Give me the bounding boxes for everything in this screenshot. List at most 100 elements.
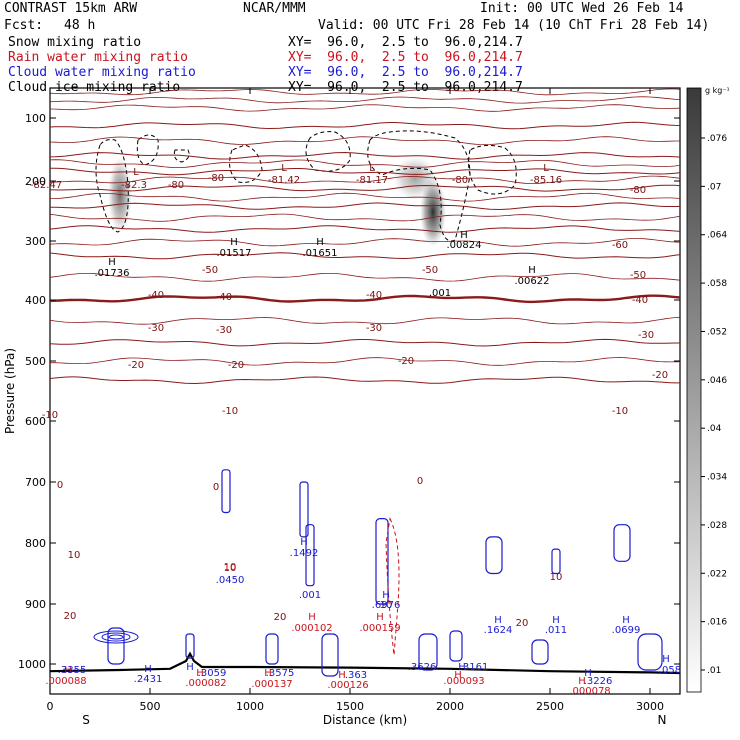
contour-label: 20 <box>64 611 77 622</box>
field-name-rain: Rain water mixing ratio <box>8 50 189 65</box>
contour-label: -20 <box>398 356 414 367</box>
cloud-water-contour <box>108 634 124 640</box>
contour-label: .363 <box>345 670 367 681</box>
contour-label: -85.16 <box>530 175 562 186</box>
isotherm-line <box>49 294 681 304</box>
colorbar-tick-label: .064 <box>707 231 727 241</box>
contour-label: -40 <box>366 290 382 301</box>
cloud-water-contour <box>101 632 131 642</box>
contour-label: 10 <box>224 563 237 574</box>
model-title: CONTRAST 15km ARW <box>4 1 138 16</box>
contour-label: H <box>454 670 462 681</box>
contour-label: L <box>369 163 375 174</box>
forecast-label: Fcst: <box>4 18 44 33</box>
north-label: N <box>658 713 667 727</box>
contour-label: H <box>376 612 384 623</box>
contour-label: .3059 <box>198 668 227 679</box>
contour-label: -82.3 <box>121 180 147 191</box>
contour-label: .00824 <box>447 240 482 251</box>
plot-frame <box>49 87 681 695</box>
contour-label: .01651 <box>303 248 338 259</box>
contour-label: .1624 <box>484 625 513 636</box>
contour-label: 20 <box>516 618 529 629</box>
contour-label: -30 <box>638 330 654 341</box>
colorbar-tick-label: .07 <box>707 182 721 192</box>
colorbar-unit: g kg⁻¹ <box>705 86 730 95</box>
y-tick-label: 800 <box>25 537 46 550</box>
cloud-water-contour <box>221 469 231 514</box>
contour-label: H <box>108 257 116 268</box>
colorbar-tick-label: .022 <box>707 569 727 579</box>
colorbar-ticks: .076 .07 .064 .058 .052 .046 .04 .034 .028 .022 .0… <box>701 134 727 676</box>
y-axis-label: Pressure (hPa) <box>3 348 17 434</box>
isotherm-line <box>49 316 681 325</box>
contour-label: -40 <box>216 292 232 303</box>
cloud-ice-contour <box>136 134 159 166</box>
contour-label: 10 <box>68 550 81 561</box>
south-label: S <box>82 713 90 727</box>
cloud-water-contour <box>93 630 139 644</box>
contour-label: .000102 <box>291 623 332 634</box>
contour-label: -20 <box>652 370 668 381</box>
contour-label: L <box>281 163 287 174</box>
cloud-ice-contour <box>95 139 129 233</box>
contour-label: .01736 <box>95 268 130 279</box>
contour-label: .000126 <box>327 680 368 691</box>
y-tick-label: 900 <box>25 598 46 611</box>
contour-label: L <box>543 163 549 174</box>
field-xy-cloud-water: XY= 96.0, 2.5 to 96.0,214.7 <box>288 65 523 80</box>
shaded-ice-region <box>108 157 132 233</box>
contour-label: -81.17 <box>356 175 388 186</box>
isotherm-line <box>49 338 680 347</box>
contour-label: -80 <box>452 175 468 186</box>
contour-label: .000088 <box>45 676 86 687</box>
isotherm-line <box>49 192 681 202</box>
isotherm-line <box>50 167 681 176</box>
cloud-water-contour <box>449 630 463 662</box>
cloud-water-contour <box>107 627 125 665</box>
y-tick-label: 400 <box>25 294 46 307</box>
cloud-ice-contour <box>229 144 263 183</box>
colorbar-tick-label: .04 <box>707 424 722 434</box>
contour-label: H <box>300 537 308 548</box>
cloud-ice-contours <box>95 130 517 242</box>
contour-label: H <box>316 237 324 248</box>
cloud-water-contour <box>305 524 315 587</box>
contour-label: H <box>460 230 468 241</box>
cloud-water-contour <box>265 633 279 665</box>
contour-label: H <box>144 664 152 675</box>
colorbar-tick-label: .046 <box>707 376 727 386</box>
colorbar-tick-label: .076 <box>707 134 727 144</box>
contour-label: 0 <box>57 480 63 491</box>
x-tick-label: 1000 <box>236 700 264 713</box>
field-name-snow: Snow mixing ratio <box>8 35 142 50</box>
contour-label: 10 <box>224 562 237 573</box>
contour-label: -10 <box>612 406 628 417</box>
x-tick-label: 1500 <box>336 700 364 713</box>
contour-label: H <box>528 265 536 276</box>
isotherm-line <box>49 96 681 104</box>
isotherm-line <box>49 175 681 184</box>
colorbar-tick-label: .058 <box>707 279 727 289</box>
colorbar-tick-label: .034 <box>707 473 727 483</box>
colorbar-tick-label: .028 <box>707 521 727 531</box>
contour-label: H <box>458 662 466 673</box>
contour-label: .001 <box>299 590 321 601</box>
cloud-water-contour <box>551 548 561 575</box>
contour-label: -30 <box>148 323 164 334</box>
x-axis: 0 500 1000 1500 2000 2500 3000 <box>47 88 664 713</box>
contour-label: -82.47 <box>30 180 62 191</box>
contour-label: -80 <box>168 180 184 191</box>
cloud-water-contour <box>321 633 339 677</box>
cloud-water-contour <box>613 524 631 562</box>
contour-label: .000093 <box>443 676 484 687</box>
contour-label: -20 <box>228 360 244 371</box>
isotherm-line <box>49 252 681 260</box>
x-axis-label: Distance (km) <box>323 713 407 727</box>
cloud-ice-contour <box>468 144 517 195</box>
isotherm-line <box>49 121 681 130</box>
isotherm-line <box>49 213 681 222</box>
contour-label: H <box>196 668 204 679</box>
contour-label: H <box>64 665 72 676</box>
